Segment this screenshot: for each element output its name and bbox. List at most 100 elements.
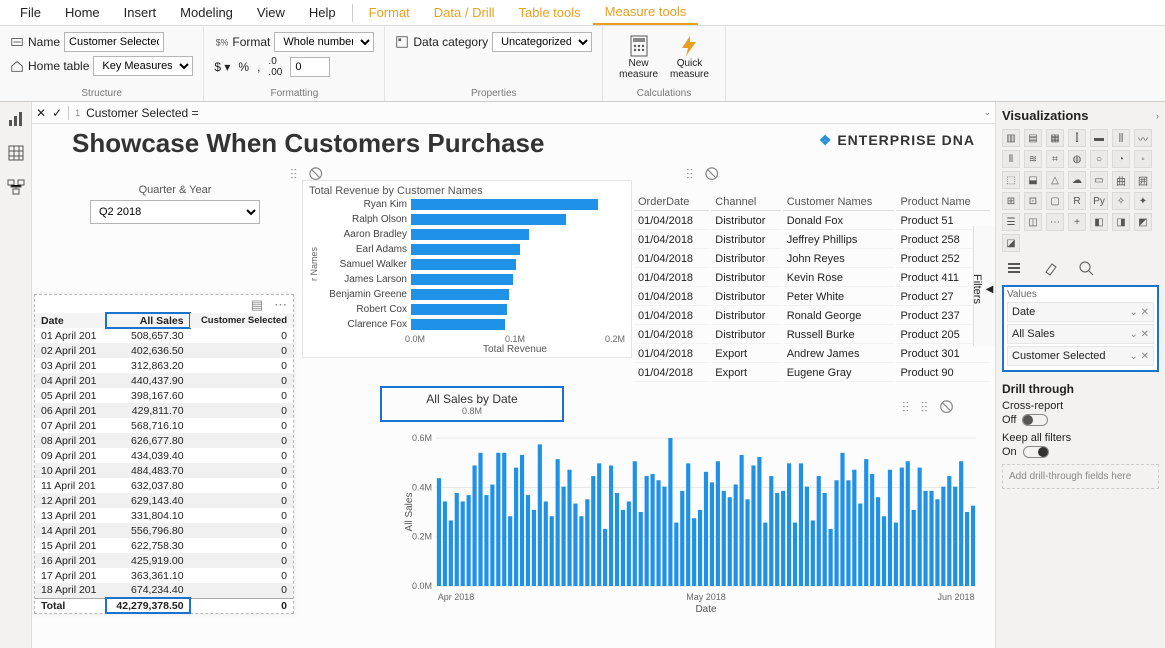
viz-type-icon[interactable]: ⊞ — [1002, 192, 1020, 210]
col-customer[interactable]: Customer Names — [783, 194, 895, 211]
table-row[interactable]: 13 April 201331,804.100 — [35, 508, 293, 523]
bar-row[interactable]: Aaron Bradley — [319, 227, 625, 242]
col-all-sales[interactable]: All Sales — [106, 313, 189, 328]
col-date[interactable]: Date — [35, 313, 106, 328]
orders-table[interactable]: OrderDate Channel Customer Names Product… — [632, 192, 992, 384]
viz-type-icon[interactable]: ⦀ — [1002, 150, 1020, 168]
drill-drop-area[interactable]: Add drill-through fields here — [1002, 464, 1159, 489]
filters-pane-tab[interactable]: ◀Filters — [973, 226, 995, 346]
viz-type-icon[interactable]: ◍ — [1068, 150, 1086, 168]
bar-row[interactable]: Ralph Olson — [319, 212, 625, 227]
formula-expand-icon[interactable]: ⌄ — [983, 107, 991, 118]
viz-type-icon[interactable]: 囲 — [1134, 171, 1152, 189]
viz-type-icon[interactable]: ☁ — [1068, 171, 1086, 189]
visual-options-3[interactable]: ⫶⫶ 🛇 — [686, 164, 719, 188]
viz-type-icon[interactable]: ▤ — [1024, 129, 1042, 147]
viz-type-icon[interactable]: ◔ — [1112, 150, 1130, 168]
viz-type-icon[interactable]: ☰ — [1002, 213, 1020, 231]
table-row[interactable]: 01/04/2018DistributorJohn ReyesProduct 2… — [634, 251, 990, 268]
table-row[interactable]: 03 April 201312,863.200 — [35, 358, 293, 373]
table-row[interactable]: 01 April 201508,657.300 — [35, 328, 293, 343]
bar-row[interactable]: Clarence Fox — [319, 317, 625, 332]
table-row[interactable]: 07 April 201568,716.100 — [35, 418, 293, 433]
tab-view[interactable]: View — [245, 1, 297, 24]
field-all-sales[interactable]: All Sales⌄ ✕ — [1007, 324, 1154, 344]
analytics-tab-icon[interactable] — [1078, 260, 1094, 279]
viz-type-icon[interactable]: 〰 — [1134, 129, 1152, 147]
tab-home[interactable]: Home — [53, 1, 112, 24]
table-row[interactable]: 05 April 201398,167.600 — [35, 388, 293, 403]
viz-type-icon[interactable]: R — [1068, 192, 1086, 210]
bar-chart-visual[interactable]: Total Revenue by Customer Names r Names … — [302, 180, 632, 358]
formula-text[interactable]: Customer Selected = — [86, 106, 198, 120]
bar-row[interactable]: Samuel Walker — [319, 257, 625, 272]
viz-type-icon[interactable]: △ — [1046, 171, 1064, 189]
tab-format[interactable]: Format — [357, 1, 422, 24]
viz-type-icon[interactable]: ◧ — [1090, 213, 1108, 231]
table-row[interactable]: 01/04/2018ExportEugene GrayProduct 90 — [634, 365, 990, 382]
col-orderdate[interactable]: OrderDate — [634, 194, 709, 211]
tab-modeling[interactable]: Modeling — [168, 1, 245, 24]
viz-type-icon[interactable]: ⌗ — [1046, 150, 1064, 168]
data-view-icon[interactable] — [7, 144, 25, 162]
table-row[interactable]: 15 April 201622,758.300 — [35, 538, 293, 553]
bar-row[interactable]: Robert Cox — [319, 302, 625, 317]
new-measure-button[interactable]: Newmeasure — [613, 32, 664, 82]
slicer-quarter-year[interactable]: Quarter & Year Q2 2018 — [90, 184, 260, 224]
bar-row[interactable]: James Larson — [319, 272, 625, 287]
viz-type-icon[interactable]: Py — [1090, 192, 1108, 210]
table-row[interactable]: 18 April 201674,234.400 — [35, 583, 293, 598]
tab-file[interactable]: File — [8, 1, 53, 24]
table-row[interactable]: 01/04/2018DistributorDonald FoxProduct 5… — [634, 213, 990, 230]
viz-type-icon[interactable]: ⊡ — [1024, 192, 1042, 210]
table-row[interactable]: 16 April 201425,919.000 — [35, 553, 293, 568]
table-row[interactable]: 11 April 201632,037.800 — [35, 478, 293, 493]
viz-type-icon[interactable]: ⬓ — [1024, 171, 1042, 189]
all-sales-title[interactable]: All Sales by Date 0.8M — [382, 388, 562, 420]
table-row[interactable]: 06 April 201429,811.700 — [35, 403, 293, 418]
viz-type-icon[interactable]: ≋ — [1024, 150, 1042, 168]
bar-row[interactable]: Earl Adams — [319, 242, 625, 257]
slicer-select[interactable]: Q2 2018 — [90, 200, 260, 224]
viz-type-icon[interactable]: 曲 — [1112, 171, 1130, 189]
visual-options-4[interactable]: ⫶⫶ ⫶⫶ 🛇 — [902, 397, 954, 421]
report-surface[interactable]: Showcase When Customers Purchase ❖ ENTER… — [32, 124, 995, 644]
format-tab-icon[interactable] — [1042, 260, 1058, 279]
viz-type-icon[interactable]: ▬ — [1090, 129, 1108, 147]
formula-cancel-icon[interactable]: ✕ — [36, 106, 46, 120]
table-row[interactable]: 09 April 201434,039.400 — [35, 448, 293, 463]
collapse-icon[interactable]: › — [1156, 111, 1159, 121]
decimals-input[interactable] — [290, 57, 330, 77]
viz-type-icon[interactable]: ▭ — [1090, 171, 1108, 189]
comma-button[interactable]: , — [257, 60, 260, 74]
percent-button[interactable]: % — [238, 60, 249, 74]
viz-type-icon[interactable]: ◨ — [1112, 213, 1130, 231]
viz-type-icon[interactable]: + — [1068, 213, 1086, 231]
col-channel[interactable]: Channel — [711, 194, 780, 211]
column-chart-visual[interactable]: 0.0M0.2M0.4M0.6MAll SalesApr 2018May 201… — [402, 434, 982, 614]
report-view-icon[interactable] — [7, 110, 25, 128]
quick-measure-button[interactable]: Quickmeasure — [664, 32, 715, 82]
viz-type-icon[interactable]: ○ — [1090, 150, 1108, 168]
fields-tab-icon[interactable] — [1006, 260, 1022, 279]
viz-type-icon[interactable]: ✦ — [1134, 192, 1152, 210]
data-table-visual[interactable]: ▤ ⋯ Date All Sales Customer Selected 01 … — [34, 294, 294, 614]
formula-commit-icon[interactable]: ✓ — [52, 106, 62, 120]
viz-type-icon[interactable]: ▢ — [1046, 192, 1064, 210]
table-row[interactable]: 02 April 201402,636.500 — [35, 343, 293, 358]
table-row[interactable]: 01/04/2018ExportAndrew JamesProduct 301 — [634, 346, 990, 363]
table-row[interactable]: 08 April 201626,677.800 — [35, 433, 293, 448]
viz-type-icon[interactable]: ⫿ — [1068, 129, 1086, 147]
viz-type-icon[interactable]: ⋯ — [1046, 213, 1064, 231]
name-input[interactable] — [64, 32, 164, 52]
viz-type-icon[interactable]: ✧ — [1112, 192, 1130, 210]
bar-row[interactable]: Ryan Kim — [319, 197, 625, 212]
table-row[interactable]: 12 April 201629,143.400 — [35, 493, 293, 508]
viz-type-icon[interactable]: ⫼ — [1112, 129, 1130, 147]
viz-type-icon[interactable]: ⬚ — [1002, 171, 1020, 189]
viz-type-icon[interactable]: ◫ — [1024, 213, 1042, 231]
table-row[interactable]: 01/04/2018DistributorKevin RoseProduct 4… — [634, 270, 990, 287]
bar-row[interactable]: Benjamin Greene — [319, 287, 625, 302]
tab-data-drill[interactable]: Data / Drill — [422, 1, 507, 24]
table-row[interactable]: 01/04/2018DistributorJeffrey PhillipsPro… — [634, 232, 990, 249]
